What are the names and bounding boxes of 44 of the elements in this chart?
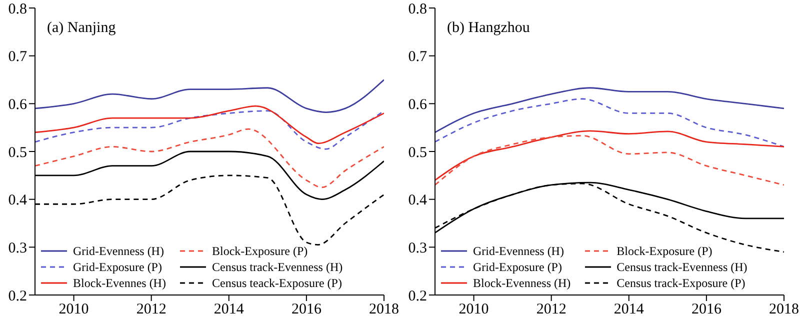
- y-tick-label: 0.5: [8, 144, 27, 161]
- line-series: [35, 128, 384, 188]
- legend-label: Census teack-Exposure (P): [212, 275, 342, 291]
- y-tick-label: 0.4: [408, 192, 428, 209]
- legend-label: Census track-Evenness (H): [212, 259, 343, 275]
- legend-label: Census track-Evenness (H): [616, 259, 748, 275]
- line-series: [35, 105, 384, 144]
- y-tick-label: 0.8: [8, 1, 27, 18]
- x-tick-label: 2018: [769, 302, 799, 318]
- y-tick-label: 0.4: [8, 192, 28, 209]
- x-tick-label: 2012: [536, 302, 566, 318]
- line-series: [435, 87, 784, 134]
- line-series: [35, 79, 384, 113]
- line-series: [35, 110, 384, 150]
- legend-label: Grid-Evenness (H): [473, 243, 564, 259]
- legend-label: Block-Exposure (P): [616, 243, 712, 259]
- y-tick-label: 0.6: [408, 96, 428, 113]
- line-series: [435, 98, 784, 148]
- y-tick-label: 0.5: [408, 144, 427, 161]
- x-tick-label: 2016: [691, 302, 722, 318]
- x-tick-label: 2014: [614, 302, 644, 318]
- x-tick-label: 2010: [458, 302, 489, 318]
- legend-label: Block-Exposure (P): [212, 243, 308, 259]
- y-tick-label: 0.7: [408, 49, 428, 66]
- x-tick-label: 2010: [58, 302, 89, 318]
- legend-label: Block-Evennes (H): [73, 275, 166, 291]
- text: (b) Hangzhou: [447, 20, 530, 37]
- y-tick-label: 0.2: [8, 288, 27, 304]
- y-tick-label: 0.6: [8, 96, 28, 113]
- legend-label: Grid-Exposure (P): [473, 259, 562, 275]
- text: (a) Nanjing: [47, 20, 116, 37]
- legend-label: Grid-Evenness (H): [73, 243, 164, 259]
- y-tick-label: 0.3: [8, 240, 27, 256]
- y-tick-label: 0.7: [8, 49, 28, 66]
- y-tick-label: 0.3: [408, 240, 427, 256]
- x-tick-label: 2012: [136, 302, 166, 318]
- x-tick-label: 2016: [291, 302, 322, 318]
- x-tick-label: 2014: [214, 302, 244, 318]
- legend-label: Grid-Exposure (P): [73, 259, 162, 275]
- legend-label: Census track-Exposure (P): [616, 275, 746, 291]
- x-tick-label: 2018: [369, 302, 399, 318]
- y-tick-label: 0.8: [408, 1, 427, 18]
- legend-label: Block-Evenness (H): [473, 275, 571, 291]
- y-tick-label: 0.2: [408, 288, 427, 304]
